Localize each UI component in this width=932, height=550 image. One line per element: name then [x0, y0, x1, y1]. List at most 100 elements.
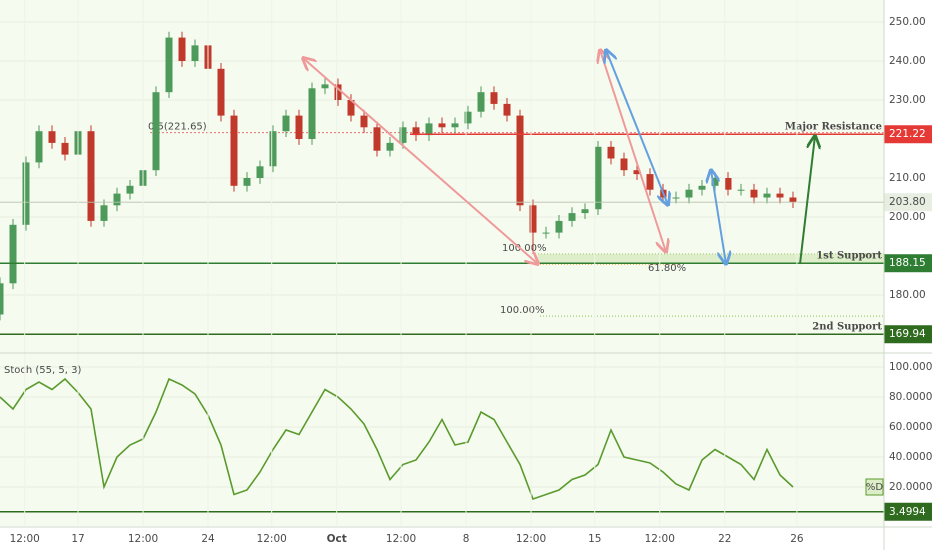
candle-body — [555, 220, 563, 233]
fib-label: 0.5(221.65) — [148, 122, 207, 133]
y-tick-label: 60.0000 — [889, 421, 932, 433]
candle-body — [490, 92, 498, 104]
y-tick-label: 200.00 — [889, 211, 926, 223]
candle-body — [685, 189, 693, 198]
candle-body — [22, 162, 30, 225]
candle-body — [542, 232, 550, 234]
y-tick-label: 80.0000 — [889, 391, 932, 403]
price-label-box — [884, 325, 932, 344]
candle-body — [789, 197, 797, 203]
candle-body — [321, 84, 329, 89]
x-tick-label: 26 — [790, 533, 804, 545]
candle-body — [48, 131, 56, 143]
candle-body — [672, 197, 680, 199]
arrow — [711, 170, 726, 264]
candle-body — [113, 193, 121, 206]
y-tick-label: 240.00 — [889, 55, 926, 67]
x-tick-label: 12:00 — [257, 533, 287, 545]
candle-body — [100, 205, 108, 221]
candle-body — [178, 37, 186, 61]
x-tick-label: 15 — [588, 533, 601, 545]
x-tick-label: 12:00 — [645, 533, 675, 545]
candle-body — [282, 115, 290, 132]
legend-box — [865, 478, 884, 496]
candle-body — [646, 174, 654, 190]
candle-body — [217, 68, 225, 116]
level-text: 2nd Support — [812, 322, 882, 333]
candle-body — [750, 189, 758, 198]
x-tick-label: 22 — [718, 533, 731, 545]
candle-body — [165, 37, 173, 93]
candle-body — [126, 185, 134, 194]
candle-body — [607, 146, 615, 159]
price-label: 169.94 — [889, 328, 926, 340]
price-label: 221.22 — [889, 128, 926, 140]
indicator-line — [0, 377, 794, 501]
candle-body — [438, 123, 446, 128]
candle-body — [256, 166, 264, 179]
candle-body — [308, 88, 316, 140]
candle-body — [477, 92, 485, 112]
y-tick-label: 230.00 — [889, 94, 926, 106]
y-tick-label: 210.00 — [889, 172, 926, 184]
price-label-box — [884, 125, 932, 144]
indicator-level-box — [884, 502, 932, 521]
candle-body — [87, 131, 95, 221]
indicator-level-label: 3.4994 — [889, 506, 926, 518]
price-label: 188.15 — [889, 257, 926, 269]
candle-body — [763, 193, 771, 198]
candle-body — [776, 193, 784, 198]
y-tick-label: 100.0000 — [889, 361, 932, 373]
x-tick-label: Oct — [327, 533, 347, 545]
candle-body — [620, 158, 628, 171]
candle-body — [698, 185, 706, 190]
candle-body — [360, 115, 368, 128]
candle-body — [581, 209, 589, 214]
y-tick-label: 180.00 — [889, 289, 926, 301]
indicator-title: Stoch (55, 5, 3) — [4, 365, 81, 376]
candle-body — [152, 92, 160, 171]
candle-body — [451, 123, 459, 128]
candle-body — [191, 45, 199, 61]
x-tick-label: 12:00 — [516, 533, 546, 545]
x-tick-label: 17 — [71, 533, 84, 545]
x-tick-label: 12:00 — [386, 533, 416, 545]
drawing-arrows — [303, 50, 815, 264]
fib-label: 61.80% — [648, 263, 686, 274]
x-tick-label: 8 — [463, 533, 470, 545]
arrow — [606, 50, 668, 205]
price-label-box — [884, 193, 932, 212]
legend-label: %D — [866, 482, 884, 493]
candle-body — [724, 178, 732, 190]
y-tick-label: 40.0000 — [889, 451, 932, 463]
candle-body — [503, 103, 511, 116]
candle-body — [230, 115, 238, 186]
price-label-box — [884, 254, 932, 273]
candle-body — [35, 131, 43, 163]
candle-body — [568, 213, 576, 221]
x-tick-label: 24 — [201, 533, 215, 545]
candle-body — [295, 115, 303, 140]
candle-body — [0, 283, 4, 315]
price-label: 203.80 — [889, 196, 926, 208]
candle-body — [594, 146, 602, 210]
y-tick-label: 20.0000 — [889, 481, 932, 493]
level-text: 1st Support — [816, 251, 882, 262]
x-tick-label: 12:00 — [128, 533, 158, 545]
candle-body — [373, 127, 381, 151]
y-tick-label: 250.00 — [889, 16, 926, 28]
candle-body — [386, 142, 394, 151]
arrow — [303, 58, 538, 264]
candle-body — [243, 178, 251, 186]
candle-body — [269, 131, 277, 167]
candle-body — [61, 142, 69, 155]
arrow — [799, 136, 815, 265]
level-text: Major Resistance — [785, 122, 882, 133]
candle-body — [516, 115, 524, 206]
fib-label: 100.00% — [500, 305, 545, 316]
candle-body — [9, 224, 17, 284]
candle-body — [425, 123, 433, 136]
candle-body — [737, 189, 745, 191]
x-tick-label: 12:00 — [10, 533, 40, 545]
